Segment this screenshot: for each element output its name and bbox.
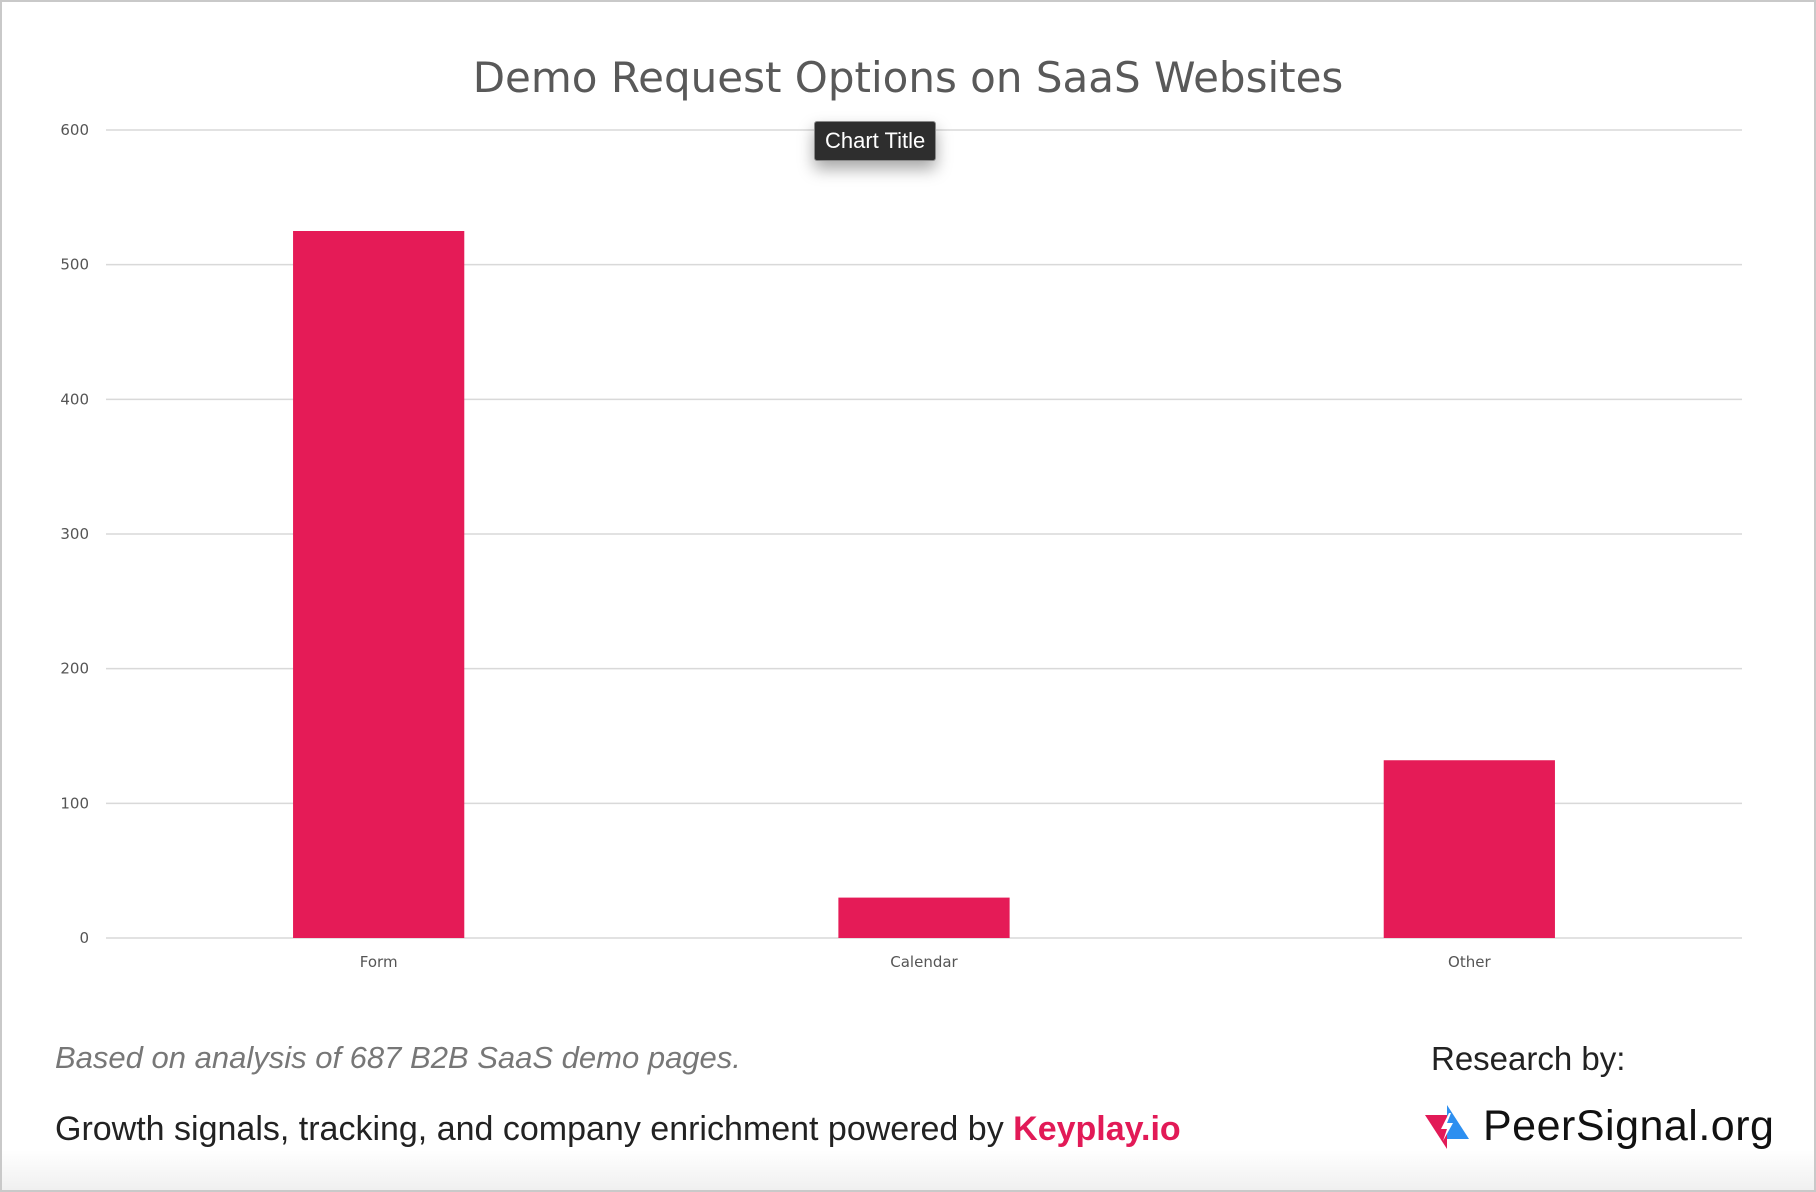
powered-by-text: Growth signals, tracking, and company en… <box>55 1110 1014 1148</box>
keyplay-link[interactable]: Keyplay.io <box>1013 1110 1181 1148</box>
peersignal-name: PeerSignal.org <box>1483 1102 1775 1150</box>
chart-title-tooltip: Chart Title <box>814 121 937 161</box>
y-tick-label: 200 <box>60 660 89 678</box>
x-tick-label: Form <box>360 953 398 971</box>
chart-title[interactable]: Demo Request Options on SaaS Websites <box>473 53 1344 102</box>
peersignal-logo-icon <box>1425 1104 1469 1149</box>
y-tick-label: 500 <box>60 256 89 274</box>
peersignal-brand[interactable]: PeerSignal.org <box>1423 1102 1774 1151</box>
bar-form[interactable] <box>293 231 465 938</box>
x-tick-label: Calendar <box>890 953 958 971</box>
y-tick-label: 300 <box>60 525 89 543</box>
y-tick-label: 600 <box>60 121 89 139</box>
x-axis: Form Calendar Other <box>360 953 1492 971</box>
y-axis: 0 100 200 300 400 500 600 <box>60 121 89 947</box>
powered-by-line: Growth signals, tracking, and company en… <box>55 1110 1181 1149</box>
bar-calendar[interactable] <box>838 897 1010 938</box>
x-tick-label: Other <box>1448 953 1491 971</box>
y-tick-label: 0 <box>79 929 89 947</box>
bar-other[interactable] <box>1383 760 1555 938</box>
footer-shade <box>2 1150 1814 1190</box>
y-tick-label: 100 <box>60 794 89 812</box>
y-tick-label: 400 <box>60 390 89 408</box>
analysis-note: Based on analysis of 687 B2B SaaS demo p… <box>55 1040 741 1075</box>
research-by-label: Research by: <box>1431 1040 1626 1077</box>
bars[interactable] <box>293 231 1555 938</box>
